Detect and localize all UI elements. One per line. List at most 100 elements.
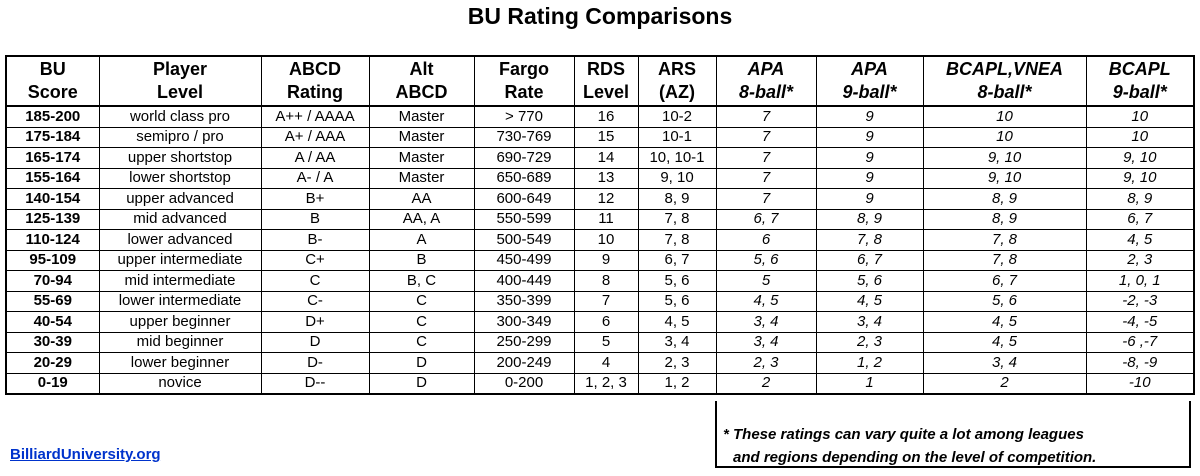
table-cell: C [368, 311, 475, 333]
header-line: 8-ball* [738, 82, 794, 102]
table-cell: Master [368, 126, 475, 148]
header-line: Fargo [498, 59, 549, 79]
table-cell: 175-184 [5, 126, 100, 148]
table-cell: 6 [715, 229, 817, 251]
table-cell: 9 [815, 188, 924, 210]
table-cell: 6, 7 [922, 270, 1087, 292]
table-cell: 7, 8 [922, 249, 1087, 271]
table-body: 185-200 world class pro A++ / AAAA Master > … [5, 105, 1195, 395]
table-cell: C- [260, 290, 370, 312]
table-cell: 3, 4 [637, 331, 717, 353]
table-cell: 9 [815, 147, 924, 169]
header-cell: Fargo Rate [473, 55, 575, 107]
table-cell: 10 [922, 126, 1087, 148]
table-cell: B [368, 249, 475, 271]
table-cell: Master [368, 167, 475, 189]
table-cell: 9 [573, 249, 639, 271]
table-cell: 2, 3 [815, 331, 924, 353]
table-cell: 95-109 [5, 249, 100, 271]
table-cell: C [260, 270, 370, 292]
table-cell: 6, 7 [715, 208, 817, 230]
table-cell: 70-94 [5, 270, 100, 292]
table-cell: 8 [573, 270, 639, 292]
table-cell: 7 [715, 105, 817, 128]
table-cell: A++ / AAAA [260, 105, 370, 128]
table-cell: 300-349 [473, 311, 575, 333]
table-cell: 3, 4 [922, 352, 1087, 374]
table-cell: 110-124 [5, 229, 100, 251]
table-cell: 450-499 [473, 249, 575, 271]
header-line: Level [582, 82, 630, 102]
table-cell: 690-729 [473, 147, 575, 169]
table-cell: 30-39 [5, 331, 100, 353]
table-cell: 6, 7 [815, 249, 924, 271]
footnote: * These ratings can vary quite a lot amo… [715, 401, 1191, 468]
table-cell: 2, 3 [1085, 249, 1195, 271]
table-cell: > 770 [473, 105, 575, 128]
table-cell: 10 [1085, 105, 1195, 128]
table-cell: 20-29 [5, 352, 100, 374]
table-cell: A / AA [260, 147, 370, 169]
table-cell: 2 [922, 372, 1087, 395]
header-line: Player [152, 59, 208, 79]
header-line: Level [156, 82, 204, 102]
table-cell: 10-2 [637, 105, 717, 128]
table-cell: C [368, 331, 475, 353]
table-row: 165-174 upper shortstop A / AA Master 690-72… [5, 147, 1195, 169]
table-cell: B+ [260, 188, 370, 210]
table-cell: 4 [573, 352, 639, 374]
header-line: ARS [657, 59, 696, 79]
table-cell: 1, 2 [637, 372, 717, 395]
table-cell: upper beginner [98, 311, 262, 333]
table-cell: 9, 10 [1085, 147, 1195, 169]
table-cell: 165-174 [5, 147, 100, 169]
table-cell: 9, 10 [637, 167, 717, 189]
header-line: 9-ball* [842, 82, 897, 102]
table-cell: 13 [573, 167, 639, 189]
table-row: 155-164 lower shortstop A- / A Master 650-68… [5, 167, 1195, 189]
header-line: 8-ball* [977, 82, 1032, 102]
table-cell: 0-19 [5, 372, 100, 395]
table-cell: 9, 10 [1085, 167, 1195, 189]
table-cell: B [260, 208, 370, 230]
table-cell: C [368, 290, 475, 312]
table-cell: 1 [815, 372, 924, 395]
table-cell: 7, 8 [637, 229, 717, 251]
table-cell: 4, 5 [922, 331, 1087, 353]
table-cell: 1, 2 [815, 352, 924, 374]
table-cell: 15 [573, 126, 639, 148]
footnote-line: and regions depending on the level of co… [733, 449, 1097, 466]
table-cell: -2, -3 [1085, 290, 1195, 312]
header-cell: BCAPL,VNEA 8-ball* [922, 55, 1087, 107]
table-cell: 9, 10 [922, 147, 1087, 169]
header-line: ABCD [395, 82, 448, 102]
table-cell: 500-549 [473, 229, 575, 251]
table-cell: -6 ,-7 [1085, 331, 1195, 353]
table-cell: 7, 8 [637, 208, 717, 230]
table-cell: 7 [715, 167, 817, 189]
table-cell: 0-200 [473, 372, 575, 395]
table-cell: 7 [715, 188, 817, 210]
header-cell: RDS Level [573, 55, 639, 107]
table-cell: mid beginner [98, 331, 262, 353]
table-cell: 9 [815, 167, 924, 189]
header-line: BU [39, 59, 66, 79]
table-cell: 5, 6 [715, 249, 817, 271]
table-cell: 250-299 [473, 331, 575, 353]
table-cell: D-- [260, 372, 370, 395]
table-cell: 55-69 [5, 290, 100, 312]
table-cell: lower advanced [98, 229, 262, 251]
site-link[interactable]: BilliardUniversity.org [10, 446, 161, 463]
table-cell: lower intermediate [98, 290, 262, 312]
table-cell: 550-599 [473, 208, 575, 230]
table-cell: upper shortstop [98, 147, 262, 169]
table-cell: 7 [573, 290, 639, 312]
table-cell: mid intermediate [98, 270, 262, 292]
header-cell: BU Score [5, 55, 100, 107]
table-row: 0-19 novice D-- D 0-200 1, 2, 3 1, 2 2 1 2 -10 [5, 372, 1195, 395]
table-cell: D+ [260, 311, 370, 333]
table-row: 185-200 world class pro A++ / AAAA Master > … [5, 105, 1195, 128]
